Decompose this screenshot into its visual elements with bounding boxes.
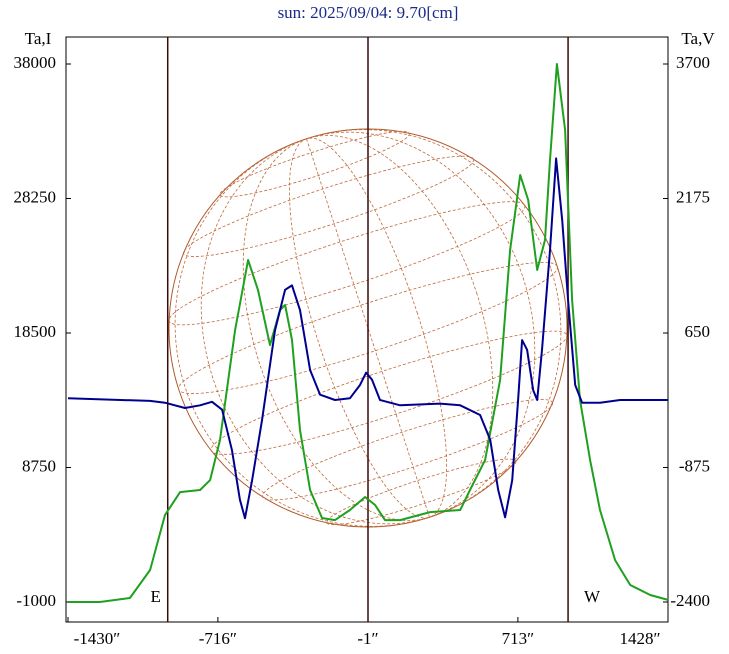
x-tick-label: 713″ (502, 629, 535, 648)
latitude-line (219, 130, 410, 198)
x-tick-label: -1430″ (74, 629, 121, 648)
y-tick-label: 18500 (14, 322, 57, 341)
chart-title: sun: 2025/09/04: 9.70[cm] (278, 3, 459, 22)
x-tick-label: -1″ (357, 629, 378, 648)
series-line (67, 157, 668, 520)
y-tick-label: 38000 (14, 53, 57, 72)
y2-tick-label: -2400 (670, 591, 710, 610)
y-tick-label: 28250 (14, 187, 57, 206)
latitude-line (168, 201, 526, 326)
y2-tick-label: 650 (685, 322, 711, 341)
central-meridian (306, 138, 430, 518)
latitude-line (326, 458, 517, 526)
y2-tick-label: 2175 (676, 187, 710, 206)
y-tick-label: -1000 (16, 591, 56, 610)
latitude-line (178, 262, 558, 394)
y2-tick-label: 3700 (676, 53, 710, 72)
y2-tick-label: -875 (679, 456, 710, 475)
y-tick-label: 8750 (22, 456, 56, 475)
x-tick-label: -716″ (199, 629, 237, 648)
latitude-line (210, 330, 568, 455)
plot-frame (65, 36, 669, 623)
x-tick-label: 1428″ (619, 629, 660, 648)
y2-axis-label: Ta,V (681, 29, 715, 48)
series-line (68, 63, 669, 603)
annotation: W (584, 587, 601, 606)
y-axis-label: Ta,I (25, 29, 52, 48)
annotation: E (151, 587, 161, 606)
